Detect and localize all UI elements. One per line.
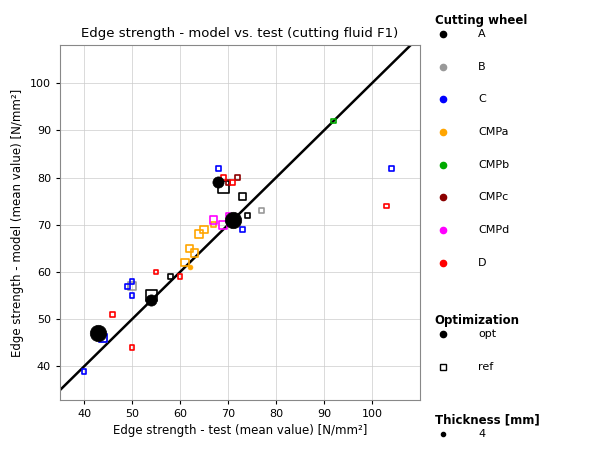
Point <box>238 193 247 200</box>
Point <box>151 268 161 276</box>
Text: opt: opt <box>478 329 496 339</box>
Text: A: A <box>478 29 486 39</box>
Point <box>382 202 391 210</box>
Point <box>218 183 228 191</box>
Point <box>127 292 137 299</box>
Y-axis label: Edge strength - model (mean value) [N/mm²]: Edge strength - model (mean value) [N/mm… <box>11 89 25 356</box>
Point <box>185 245 194 252</box>
Point <box>98 335 108 342</box>
Point <box>214 179 223 186</box>
Point <box>242 212 252 219</box>
Point <box>180 259 190 266</box>
Point <box>257 207 266 214</box>
Point <box>223 212 233 219</box>
Point <box>228 179 238 186</box>
Text: Optimization: Optimization <box>434 314 520 327</box>
Point <box>238 226 247 233</box>
Point <box>214 164 223 172</box>
Text: CMPb: CMPb <box>478 160 509 170</box>
Text: Cutting wheel: Cutting wheel <box>434 14 527 27</box>
X-axis label: Edge strength - test (mean value) [N/mm²]: Edge strength - test (mean value) [N/mm²… <box>113 424 367 437</box>
Point <box>146 292 156 299</box>
Point <box>98 335 108 342</box>
Point <box>127 278 137 285</box>
Point <box>218 221 228 228</box>
Text: C: C <box>478 94 486 104</box>
Point <box>329 117 338 124</box>
Point <box>122 282 132 290</box>
Point <box>209 217 218 224</box>
Point <box>127 344 137 351</box>
Text: B: B <box>478 62 486 72</box>
Title: Edge strength - model vs. test (cutting fluid F1): Edge strength - model vs. test (cutting … <box>82 27 398 40</box>
Point <box>146 297 156 304</box>
Point <box>79 368 89 375</box>
Text: Thickness [mm]: Thickness [mm] <box>434 413 539 426</box>
Text: CMPc: CMPc <box>478 192 508 202</box>
Point <box>94 330 103 337</box>
Point <box>209 221 218 228</box>
Text: D: D <box>478 258 487 268</box>
Point <box>194 231 204 238</box>
Point <box>233 217 242 224</box>
Text: 4: 4 <box>478 429 485 439</box>
Point <box>175 273 185 281</box>
Point <box>127 282 137 290</box>
Point <box>386 164 396 172</box>
Point <box>223 179 233 186</box>
Point <box>233 174 242 181</box>
Point <box>228 221 238 228</box>
Text: ref: ref <box>478 362 493 372</box>
Point <box>108 311 118 318</box>
Point <box>185 264 194 271</box>
Point <box>199 226 209 233</box>
Text: CMPa: CMPa <box>478 127 509 137</box>
Point <box>166 273 175 281</box>
Text: CMPd: CMPd <box>478 225 509 235</box>
Point <box>228 217 238 224</box>
Point <box>218 174 228 181</box>
Point <box>190 250 199 257</box>
